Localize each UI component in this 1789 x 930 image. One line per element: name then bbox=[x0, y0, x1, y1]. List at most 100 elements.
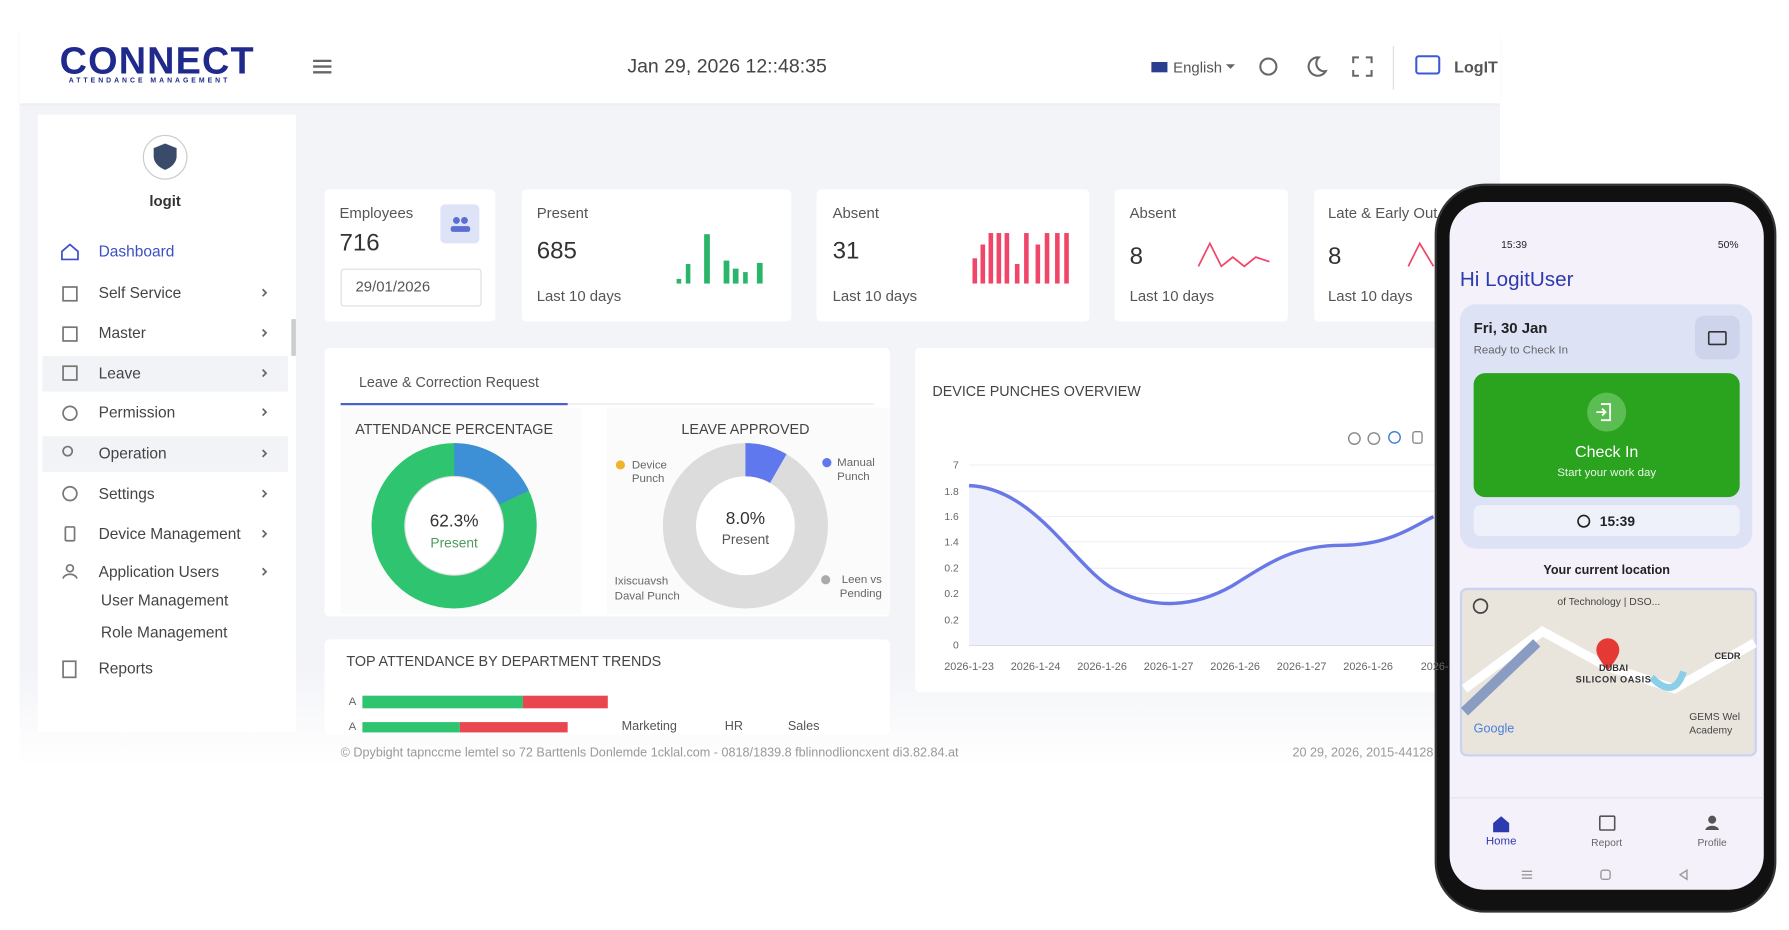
chart-toolbar[interactable] bbox=[1347, 430, 1423, 445]
legend-label: Manual Punch bbox=[837, 456, 875, 484]
map-label: CEDR bbox=[1714, 650, 1741, 662]
user-name[interactable]: LogIT bbox=[1454, 57, 1498, 76]
button-sub: Start your work day bbox=[1557, 466, 1657, 480]
menu-item[interactable]: Master bbox=[98, 324, 146, 342]
stat-card bbox=[816, 189, 1090, 322]
logo-sub: ATTENDANCE MANAGEMENT bbox=[68, 78, 231, 85]
status-battery: 50% bbox=[1717, 238, 1739, 251]
briefcase-button[interactable] bbox=[1694, 315, 1740, 360]
late-sparkline bbox=[1407, 241, 1435, 267]
area bbox=[969, 485, 1434, 646]
card-note: Last 10 days bbox=[536, 287, 622, 305]
status: Ready to Check In bbox=[1473, 344, 1568, 358]
datetime: Jan 29, 2026 12::48:35 bbox=[627, 55, 827, 77]
bar bbox=[459, 722, 568, 733]
button-label[interactable]: Check In bbox=[1574, 441, 1639, 461]
card-value: 8 bbox=[1327, 243, 1342, 270]
clock-icon bbox=[1577, 514, 1591, 528]
absent-sparkline bbox=[1197, 241, 1270, 268]
settings-icon[interactable] bbox=[1259, 57, 1278, 76]
menu-toggle[interactable] bbox=[313, 59, 332, 74]
absent-bars bbox=[972, 233, 1069, 284]
submenu-item[interactable]: Role Management bbox=[100, 623, 228, 642]
legend-label: Leen vs Pending bbox=[839, 574, 882, 601]
menu-item[interactable]: Self Service bbox=[98, 284, 182, 302]
header-bar bbox=[19, 32, 1501, 104]
column-label: HR bbox=[724, 719, 744, 734]
y-tick-label: 1.8 bbox=[944, 485, 959, 498]
donut-arc bbox=[662, 443, 828, 609]
stat-card bbox=[521, 189, 792, 322]
legend-dot bbox=[615, 460, 626, 470]
nav-home-icon[interactable] bbox=[1493, 816, 1510, 833]
y-tick-label: 0.2 bbox=[944, 562, 959, 574]
map-label: Academy bbox=[1689, 724, 1733, 736]
nav-label[interactable]: Report bbox=[1591, 836, 1623, 849]
submenu-item[interactable]: User Management bbox=[100, 591, 229, 610]
fullscreen-icon[interactable] bbox=[1352, 56, 1373, 77]
line bbox=[968, 483, 1435, 606]
location-title: Your current location bbox=[1543, 563, 1670, 578]
sidebar-username: logit bbox=[149, 192, 181, 210]
menu-item[interactable]: Device Management bbox=[98, 525, 241, 543]
nav-profile-icon[interactable] bbox=[1705, 825, 1720, 831]
menu-item[interactable]: Application Users bbox=[98, 563, 220, 581]
stat-card bbox=[1114, 189, 1288, 322]
card-note: Last 10 days bbox=[1327, 287, 1413, 305]
column-label: Marketing bbox=[621, 719, 677, 734]
menu-item[interactable]: Permission bbox=[98, 403, 176, 421]
greeting: Hi LogitUser bbox=[1459, 267, 1574, 291]
clock: 15:39 bbox=[1599, 513, 1635, 530]
card-note: Last 10 days bbox=[832, 287, 918, 305]
date: Fri, 30 Jan bbox=[1473, 319, 1548, 337]
nav-report-icon[interactable] bbox=[1598, 815, 1616, 831]
menu-item[interactable]: Operation bbox=[98, 444, 167, 463]
section-title: ATTENDANCE PERCENTAGE bbox=[355, 421, 554, 438]
checkin-icon bbox=[1596, 403, 1612, 422]
menu-icons bbox=[61, 243, 79, 679]
employees-icon bbox=[440, 204, 480, 244]
card-date: 29/01/2026 bbox=[355, 277, 431, 296]
nav-label[interactable]: Profile bbox=[1697, 836, 1727, 849]
section-title: TOP ATTENDANCE BY DEPARTMENT TRENDS bbox=[346, 653, 662, 670]
briefcase-icon bbox=[1707, 330, 1727, 346]
section-title: LEAVE APPROVED bbox=[681, 421, 810, 438]
legend-dot bbox=[822, 458, 832, 468]
card-note: Last 10 days bbox=[1129, 287, 1215, 305]
row-label: A bbox=[348, 695, 357, 709]
menu-item[interactable]: Settings bbox=[98, 485, 155, 503]
footer-timestamp: 20 29, 2026, 2015-44128 bbox=[1292, 746, 1434, 760]
nav-profile-icon[interactable] bbox=[1708, 815, 1717, 824]
x-tick-label: 2026-1-26 bbox=[1343, 660, 1393, 674]
bar bbox=[522, 695, 608, 709]
x-tick-label: 2026-1-24 bbox=[1010, 660, 1061, 674]
card-label: Employees bbox=[339, 204, 414, 222]
menu-item[interactable]: Dashboard bbox=[98, 242, 175, 261]
map-label: DUBAI bbox=[1599, 662, 1629, 674]
y-tick-label: 0 bbox=[952, 639, 959, 651]
department-panel bbox=[324, 639, 890, 735]
dark-mode-icon[interactable] bbox=[1307, 56, 1328, 77]
gesture-bar bbox=[1521, 868, 1688, 881]
tab[interactable]: Leave & Correction Request bbox=[358, 374, 540, 391]
nav-label[interactable]: Home bbox=[1485, 835, 1517, 848]
flag bbox=[1151, 61, 1168, 73]
date-input[interactable] bbox=[340, 268, 482, 307]
map-pin bbox=[1596, 638, 1620, 671]
language[interactable]: English bbox=[1173, 58, 1223, 76]
card-value: 31 bbox=[832, 237, 860, 265]
x-tick-label: 2026-1-23 bbox=[944, 660, 994, 674]
donut-value: 8.0% bbox=[725, 509, 766, 529]
legend-label: Ixiscuavsh Daval Punch bbox=[614, 575, 680, 603]
avatar-shield bbox=[153, 143, 177, 170]
bar bbox=[362, 722, 460, 733]
row-label: A bbox=[348, 720, 357, 734]
locate-icon[interactable] bbox=[1472, 598, 1489, 614]
menu-item[interactable]: Leave bbox=[98, 364, 141, 382]
menu-item[interactable]: Reports bbox=[98, 659, 153, 677]
donut-caption: Present bbox=[430, 534, 478, 552]
column-label: Sales bbox=[787, 719, 820, 734]
